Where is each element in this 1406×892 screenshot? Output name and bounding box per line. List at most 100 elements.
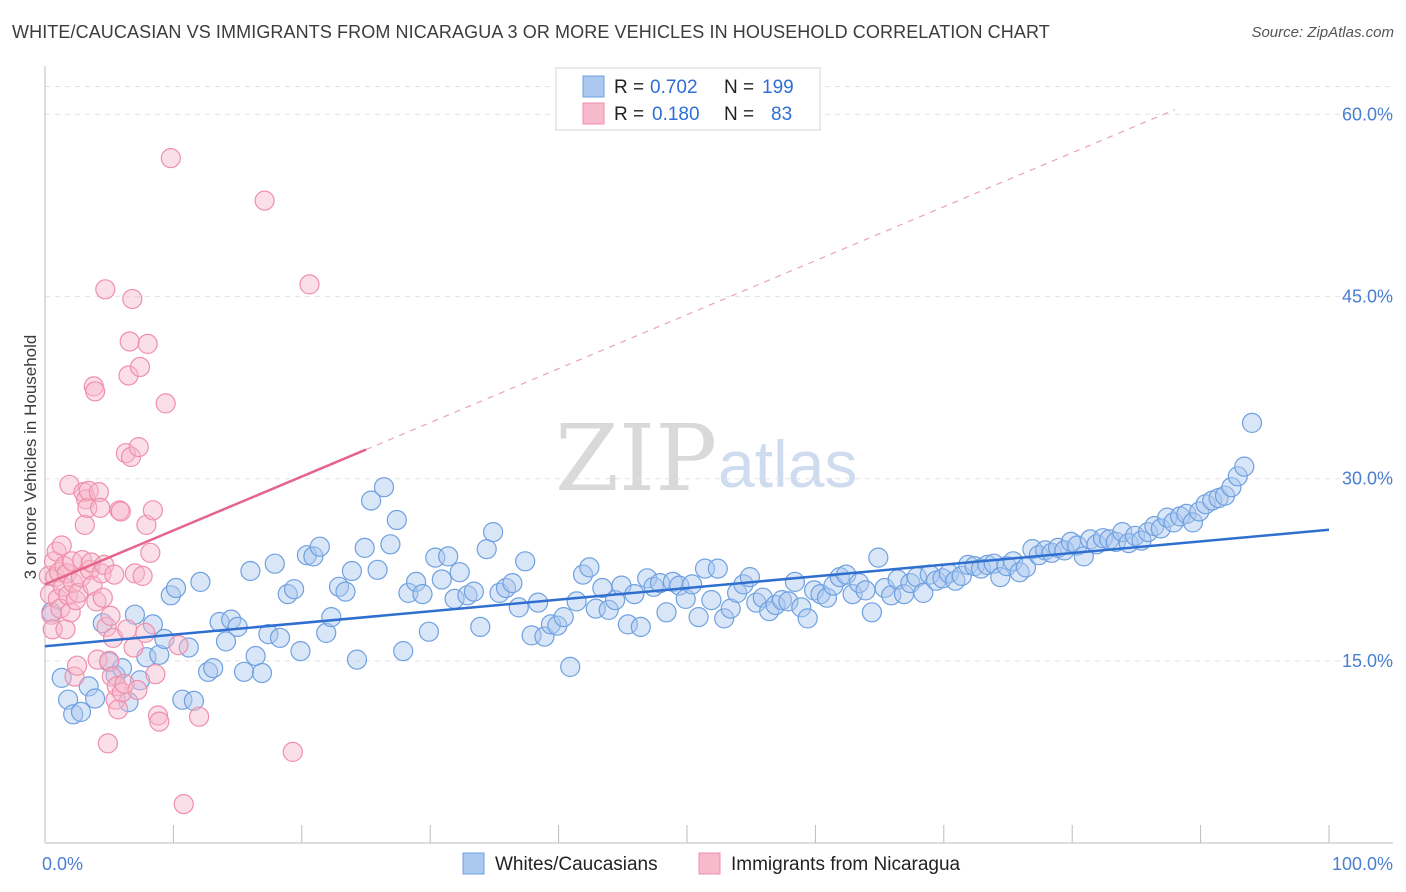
point-whites [707,558,728,579]
point-nicaragua [90,497,111,518]
point-whites [84,688,106,709]
point-whites [335,581,356,602]
x-tick-label: 100.0% [1332,854,1393,874]
data-points [38,148,1330,815]
point-whites [842,583,863,605]
y-tick-label: 15.0% [1342,651,1393,671]
point-whites [290,640,311,662]
point-whites [701,589,722,611]
point-nicaragua [118,365,139,386]
point-whites [165,577,187,599]
point-whites [1002,551,1024,572]
point-whites [560,656,581,678]
point-nicaragua [97,733,119,754]
point-nicaragua [100,605,121,627]
tick-labels: 15.0% 30.0% 45.0% 60.0% 0.0% 100.0% [42,104,1393,874]
point-whites [78,676,99,697]
point-whites [540,614,562,635]
point-whites [970,558,992,579]
point-whites [1195,494,1216,515]
trend-lines [365,109,1176,451]
point-nicaragua [51,535,72,556]
x-tick-label: 0.0% [42,854,83,874]
point-whites [258,623,279,645]
legend-n-label-whites: N = [724,77,754,98]
legend-r-label-nicaragua: R = [614,104,644,125]
point-whites [508,597,529,618]
trend-line-nicaragua [44,448,367,586]
legend-r-value-nicaragua: 0.180 [652,104,700,125]
point-whites [1227,466,1248,487]
point-nicaragua [282,741,303,763]
point-whites [183,690,204,712]
point-whites [393,640,414,662]
legend-swatch-nicaragua [582,102,605,125]
point-nicaragua [84,381,106,402]
point-whites [797,608,818,629]
point-whites [264,553,285,574]
legend-n-label-nicaragua: N = [724,104,754,125]
legend-n-value-nicaragua: 83 [771,104,792,125]
point-nicaragua [168,634,189,656]
point-nicaragua [254,190,275,211]
point-whites [598,599,619,621]
point-whites [203,657,224,679]
point-whites [251,662,273,684]
y-tick-label: 30.0% [1342,469,1393,489]
point-nicaragua [117,619,138,640]
point-whites [656,602,677,623]
point-whites [346,649,368,670]
point-whites [412,583,433,605]
watermark-atlas: atlas [718,427,857,501]
point-nicaragua [135,622,156,644]
point-whites [1221,477,1242,498]
point-whites [502,572,523,594]
point-whites [791,597,812,618]
point-nicaragua [109,500,130,521]
point-nicaragua [145,664,166,685]
point-nicaragua [127,679,148,701]
point-nicaragua [137,333,158,354]
point-nicaragua [78,480,99,501]
point-nicaragua [86,591,107,612]
point-nicaragua [66,655,88,676]
point-whites [681,574,703,595]
point-nicaragua [142,500,163,521]
y-tick-label: 60.0% [1342,104,1393,124]
point-whites [617,614,639,635]
point-whites [861,602,883,623]
point-whites [431,569,452,590]
point-whites [142,614,163,635]
point-nicaragua [160,148,181,169]
point-whites [92,613,113,634]
point-whites [483,521,504,543]
point-nicaragua [74,514,95,536]
point-whites [990,566,1011,588]
point-whites [566,591,587,612]
point-nicaragua [140,542,161,563]
point-nicaragua [92,587,113,608]
point-whites [309,536,330,557]
point-nicaragua [104,564,125,585]
y-axis-label: 3 or more Vehicles in Household [21,335,40,580]
point-whites [438,546,459,567]
bottom-legend-label-whites: Whites/Caucasians [495,854,658,875]
point-nicaragua [108,699,129,720]
point-whites [245,645,266,667]
point-whites [1234,456,1255,477]
point-nicaragua [299,274,320,295]
point-whites [149,644,170,665]
point-nicaragua [124,563,145,584]
point-nicaragua [129,356,151,378]
bottom-legend-swatch-whites [462,852,485,875]
legend-swatch-whites [582,75,605,98]
point-whites [1137,521,1159,543]
point-nicaragua [55,619,76,640]
point-whites [855,580,876,601]
point-whites [240,560,261,582]
point-whites [303,546,324,567]
point-whites [816,587,838,608]
point-whites [418,621,439,642]
point-whites [553,606,574,628]
